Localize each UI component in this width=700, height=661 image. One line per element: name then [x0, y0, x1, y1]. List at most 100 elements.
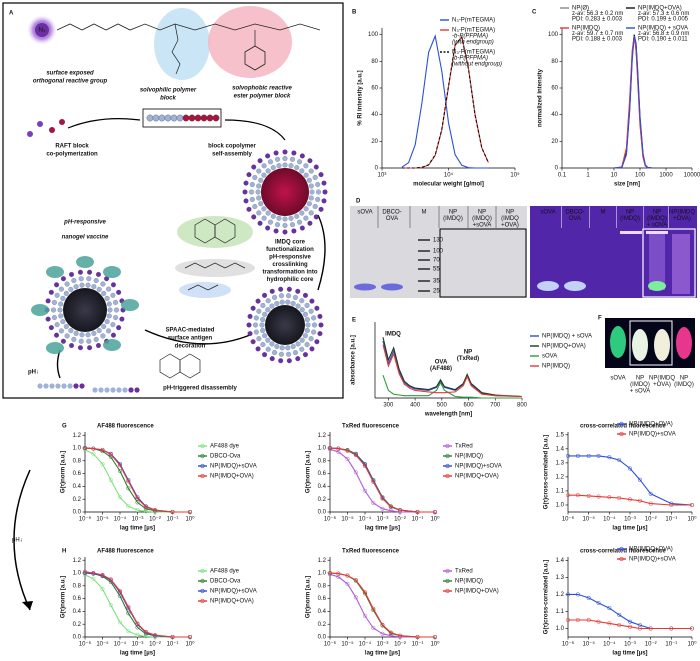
panel-label: E: [352, 318, 356, 324]
x-tick-label: 0.1: [558, 173, 567, 179]
x-tick-label: 10⁻³: [624, 517, 636, 523]
corona-bead: [255, 189, 261, 195]
ladder-band: [418, 290, 430, 292]
data-point: [91, 576, 96, 581]
corona-bead: [60, 319, 66, 325]
series-line: [84, 574, 190, 638]
corona-bead: [78, 276, 84, 282]
lane-label: M: [601, 210, 606, 216]
monomer: [194, 114, 202, 122]
corona-bead: [290, 300, 296, 306]
corona-bead: [299, 153, 305, 159]
data-point: [126, 479, 131, 484]
lane-label: (IMDQ): [620, 216, 640, 222]
corona-bead: [273, 228, 279, 234]
data-point: [627, 624, 633, 629]
data-point: [397, 633, 403, 638]
x-tick-label: 10⁻²: [645, 517, 657, 523]
corona-bead: [256, 183, 262, 189]
x-tick-label: 700: [490, 403, 501, 409]
corona-bead: [246, 322, 252, 328]
corona-bead: [256, 336, 262, 342]
corona-bead: [58, 313, 64, 319]
corona-bead: [250, 339, 256, 345]
corona-bead: [96, 286, 102, 292]
legend-label: NP(IMDQ+OVA): [210, 474, 254, 480]
data-point: [108, 602, 113, 608]
marker-size: 25: [433, 289, 440, 295]
corona-bead: [253, 315, 259, 321]
x-tick-label: 10⁻⁶: [324, 641, 337, 648]
corona-bead: [95, 271, 101, 277]
azide-label: N₃: [39, 28, 46, 34]
antigen: [103, 266, 121, 278]
x-axis-label: lag time [µs]: [612, 651, 647, 657]
caption: crosslinking: [272, 262, 308, 268]
data-point: [627, 466, 633, 471]
corona-bead: [262, 352, 268, 358]
arrow: [67, 118, 141, 129]
monomer: [134, 387, 140, 393]
x-tick-label: 10⁰: [687, 516, 697, 523]
data-point: [371, 625, 376, 631]
monomer: [128, 387, 134, 393]
corona-bead: [69, 343, 75, 349]
lane-label: +OVA): [501, 223, 519, 229]
x-axis-label: wavelength [nm]: [424, 412, 472, 418]
y-axis-label: G(τ)cross-correlated [a.u.]: [544, 560, 550, 634]
monomer: [164, 114, 172, 122]
corona-bead: [95, 343, 101, 349]
corona-bead: [257, 158, 263, 164]
x-tick-label: 10⁻⁶: [562, 516, 575, 523]
tube-label: NP(IMDQ: [649, 376, 675, 382]
data-point: [82, 569, 88, 574]
corona-bead: [96, 328, 102, 334]
x-tick-label: 10⁻²: [149, 517, 161, 523]
gel-band: [646, 231, 668, 234]
panel-label: A: [9, 11, 14, 17]
x-tick-label: 10⁰: [185, 516, 195, 523]
lane-label: (IMDQ: [501, 216, 519, 222]
corona-bead: [242, 189, 248, 195]
corona-bead: [315, 182, 321, 188]
data-point: [380, 496, 385, 501]
data-point: [689, 502, 695, 508]
data-point: [353, 452, 358, 458]
legend-label: NP(IMDQ)+sOVA: [210, 464, 257, 470]
azide-group: [35, 23, 49, 37]
corona-bead: [322, 189, 328, 195]
corona-bead: [286, 351, 292, 357]
data-point: [627, 619, 633, 624]
data-point: [388, 633, 393, 638]
corona-bead: [73, 284, 79, 290]
data-point: [415, 509, 420, 515]
legend-stat: PDI: 0.199 ± 0.005: [638, 17, 689, 23]
legend-note: -b-P(PFPMA): [452, 56, 488, 62]
data-point: [648, 501, 653, 506]
antigen: [76, 256, 94, 268]
y-tick-label: 1.0: [73, 446, 82, 452]
marker-size: 100: [433, 249, 444, 255]
corona-bead: [290, 344, 296, 350]
x-tick-label: 10⁰: [430, 516, 440, 523]
x-tick-label: 1000: [659, 173, 673, 179]
corona-bead: [77, 269, 83, 275]
corona-bead: [262, 333, 268, 339]
data-point: [575, 493, 580, 498]
corona-bead: [54, 282, 60, 288]
corona-bead: [314, 305, 320, 311]
caption: pH-responsive: [269, 255, 311, 261]
solvophilic-highlight: [154, 8, 210, 80]
corona-bead: [257, 220, 263, 226]
x-tick-label: 10⁻²: [149, 642, 161, 648]
gel-band: [620, 231, 642, 234]
imdq-ring: [214, 218, 236, 244]
y-axis-label: G(τ)norm [a.u.]: [61, 451, 67, 493]
data-point: [648, 491, 653, 496]
tube-glow: [632, 329, 648, 361]
corona-bead: [58, 286, 64, 292]
corona-bead: [303, 163, 309, 169]
corona-bead: [258, 201, 264, 207]
corona-bead: [316, 189, 322, 195]
ladder-band: [418, 239, 430, 241]
